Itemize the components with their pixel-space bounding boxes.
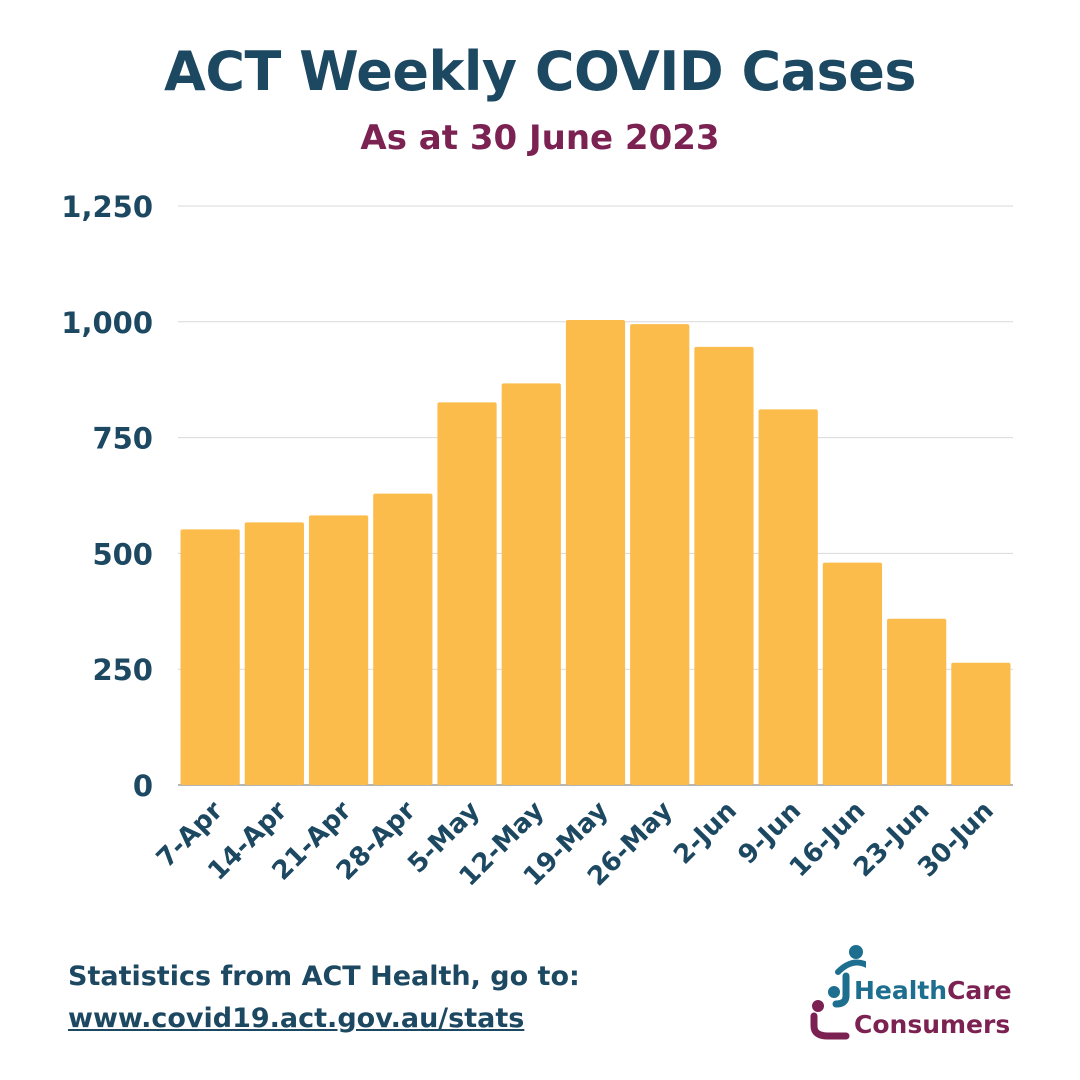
bar-5-may [437, 402, 497, 785]
bars [180, 319, 1011, 785]
bar-28-apr [373, 493, 433, 785]
y-tick-label: 1,250 [61, 190, 153, 224]
bar-21-apr [308, 515, 369, 785]
healthcare-consumers-logo: HealthCare Consumers [806, 944, 1026, 1044]
y-axis-ticks: 0 250 500 750 1,000 1,250 [61, 190, 153, 803]
y-tick-label: 500 [92, 537, 153, 571]
logo-health-text: Health [854, 976, 948, 1005]
source-note: Statistics from ACT Health, go to: www.c… [68, 956, 580, 1040]
x-axis-ticks: 7-Apr14-Apr21-Apr28-Apr5-May12-May19-May… [151, 796, 1000, 893]
bar-9-jun [758, 409, 818, 785]
bar-2-jun [694, 346, 754, 785]
source-link[interactable]: www.covid19.act.gov.au/stats [68, 1003, 525, 1034]
y-tick-label: 250 [92, 653, 153, 687]
bar-23-jun [887, 618, 947, 785]
bar-16-jun [822, 562, 883, 785]
bar-14-apr [244, 522, 304, 785]
healthcare-consumers-logo-icon [810, 945, 866, 1040]
y-tick-label: 0 [133, 769, 153, 803]
logo-consumers-text: Consumers [854, 1010, 1011, 1039]
x-tick-label: 2-Jun [668, 796, 743, 871]
bar-7-apr [180, 529, 240, 785]
bar-19-may [565, 319, 626, 785]
source-text: Statistics from ACT Health, go to: [68, 961, 580, 992]
logo-care-text: Care [947, 976, 1012, 1005]
logo-line-1: HealthCare [854, 976, 1012, 1005]
bar-30-jun [951, 662, 1011, 785]
y-tick-label: 750 [92, 422, 153, 456]
bar-26-may [630, 324, 690, 785]
chart-title: ACT Weekly COVID Cases [164, 40, 916, 103]
y-tick-label: 1,000 [61, 306, 153, 340]
chart-subtitle: As at 30 June 2023 [360, 118, 720, 158]
bar-12-may [501, 383, 561, 785]
